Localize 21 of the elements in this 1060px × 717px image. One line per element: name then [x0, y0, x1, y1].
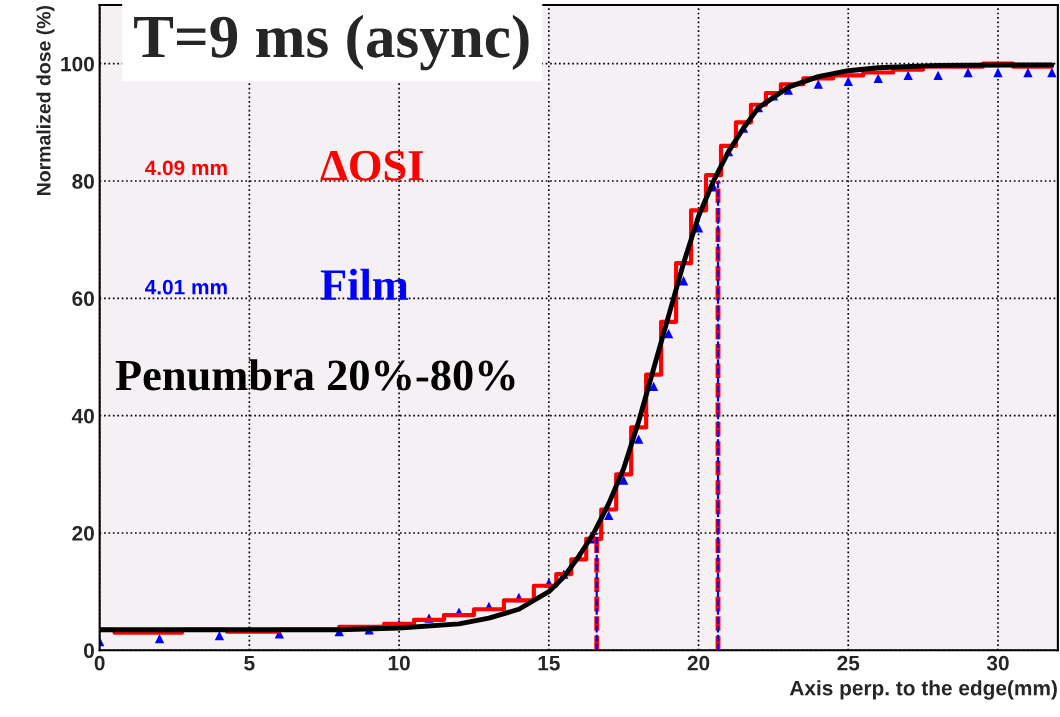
text: ΔOSI [320, 150, 423, 181]
annotation: 4.09 mm [144, 160, 227, 176]
y-tick-label: 100 [61, 56, 94, 72]
y-tick-label: 0 [84, 643, 94, 659]
y-tick-label: 80 [72, 174, 94, 189]
chart-title: T=9 ms (async) [134, 14, 529, 71]
text: Film [320, 268, 409, 300]
annotation: Penumbra 20%-80% [115, 359, 515, 391]
x-tick-label: 25 [837, 655, 860, 671]
x-axis-title: Axis perp. to the edge(mm) [789, 680, 1057, 700]
x-tick-label: 15 [538, 655, 560, 671]
x-tick-label: 30 [986, 655, 1009, 671]
x-tick-label: 0 [94, 655, 105, 671]
y-axis-title: Normalized dose (%) [36, 5, 55, 195]
x-tick-label: 10 [388, 655, 410, 671]
x-tick-label: 5 [244, 655, 255, 671]
y-tick-label: 20 [72, 525, 94, 541]
y-tick-label: 60 [72, 291, 94, 307]
annotation: 4.01 mm [144, 279, 227, 295]
x-tick-label: 20 [687, 655, 710, 671]
y-tick-label: 40 [71, 408, 94, 424]
